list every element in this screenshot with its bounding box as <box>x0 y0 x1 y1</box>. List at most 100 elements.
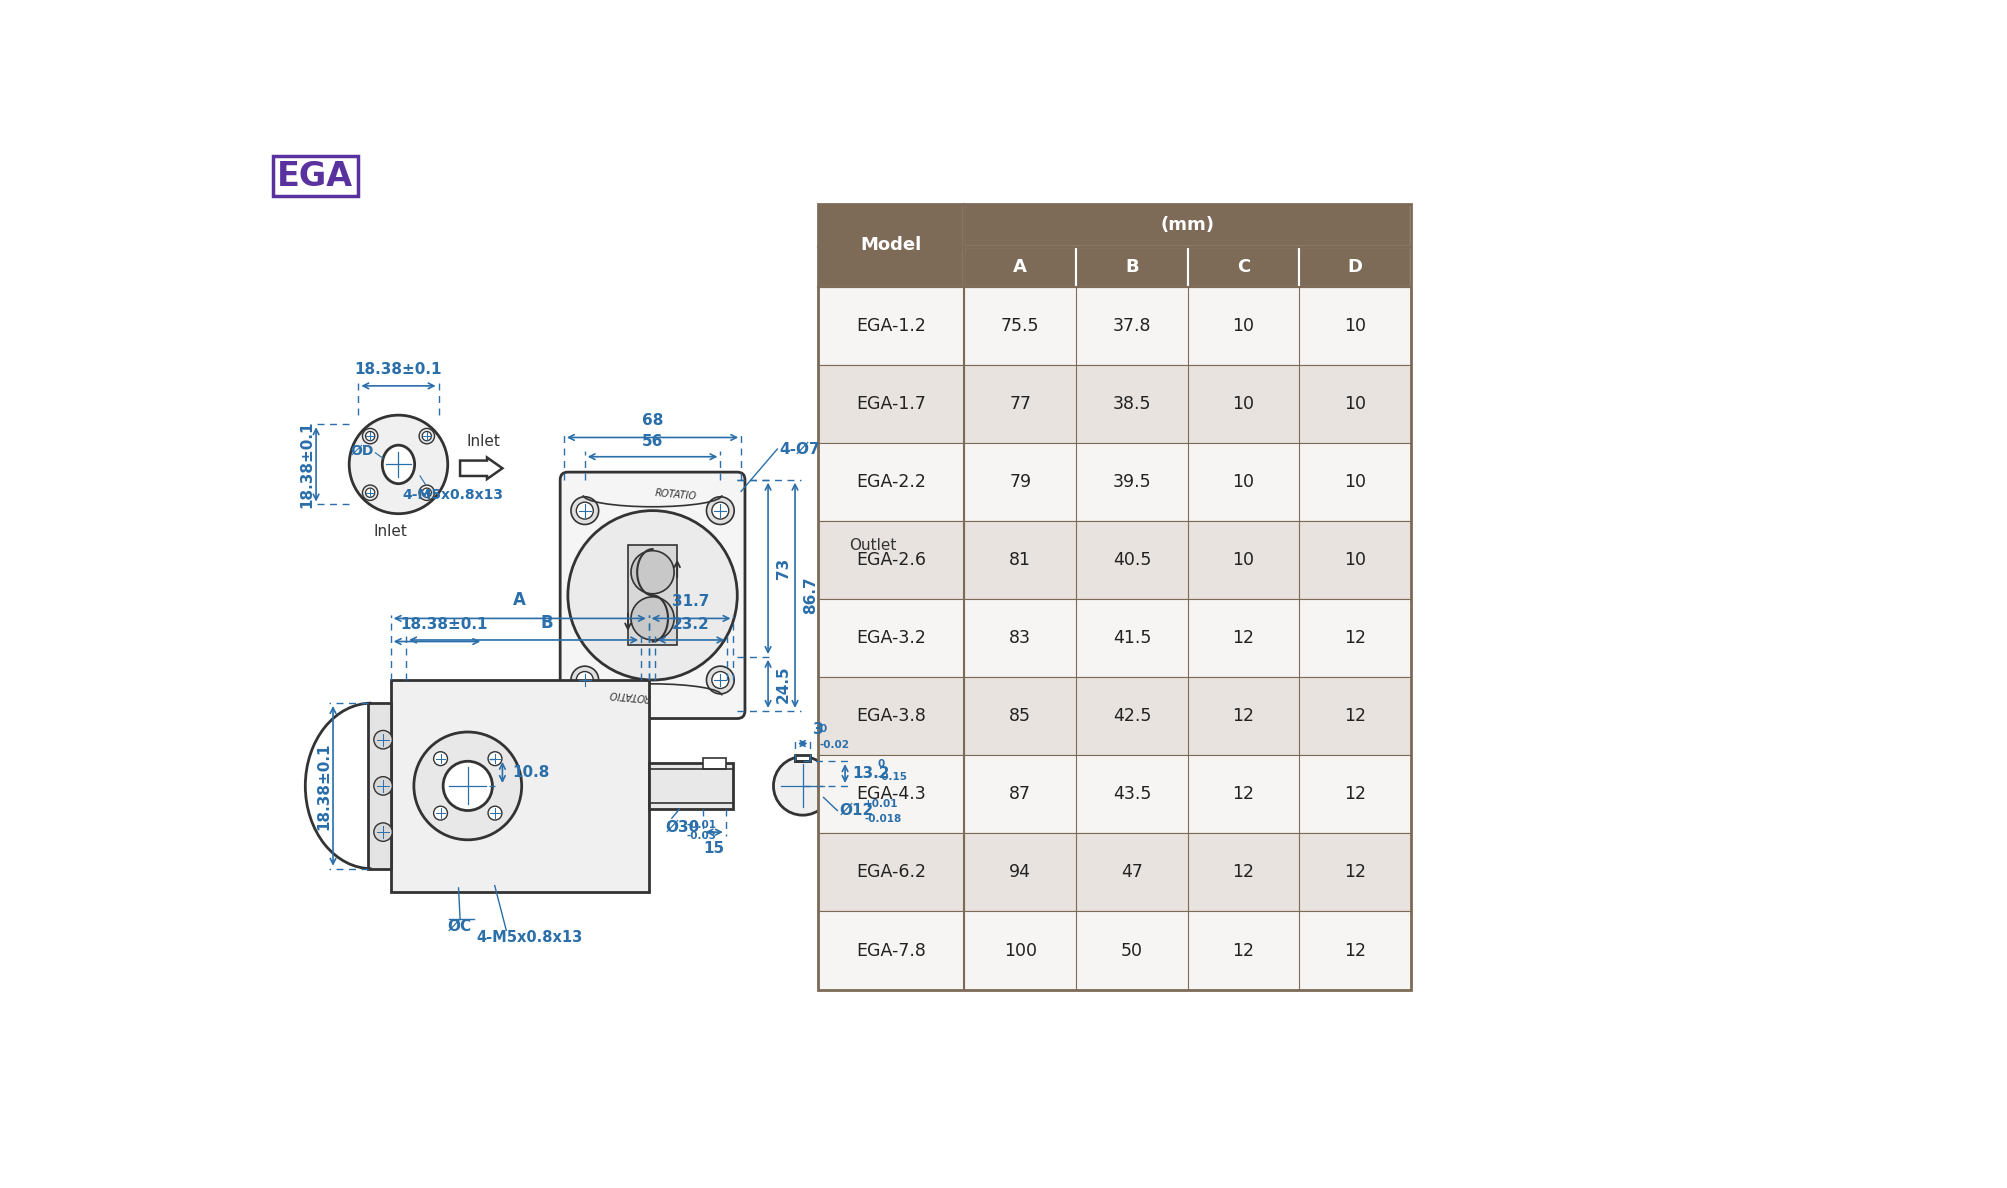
Circle shape <box>373 823 391 841</box>
Text: 18.38±0.1: 18.38±0.1 <box>355 361 442 377</box>
Text: 75.5: 75.5 <box>1001 317 1040 335</box>
Circle shape <box>421 431 432 441</box>
Text: 43.5: 43.5 <box>1112 785 1150 803</box>
Text: 77: 77 <box>1010 394 1032 412</box>
Circle shape <box>576 503 592 519</box>
Circle shape <box>630 596 674 640</box>
Bar <box>1299 247 1411 286</box>
Text: D: D <box>1347 258 1363 276</box>
Text: EGA-1.7: EGA-1.7 <box>855 394 925 412</box>
Circle shape <box>421 488 432 498</box>
Circle shape <box>373 777 391 795</box>
Circle shape <box>444 762 492 810</box>
Text: Inlet: Inlet <box>466 434 500 449</box>
FancyArrow shape <box>460 457 502 479</box>
Text: 4-Ø7: 4-Ø7 <box>779 442 819 456</box>
Bar <box>628 545 676 645</box>
Text: 12: 12 <box>1343 785 1365 803</box>
Text: EGA-7.8: EGA-7.8 <box>855 942 925 960</box>
Bar <box>1076 247 1186 286</box>
Text: 73: 73 <box>775 557 791 579</box>
Bar <box>391 680 648 892</box>
Circle shape <box>712 671 729 689</box>
Text: 12: 12 <box>1232 707 1254 725</box>
Text: 10: 10 <box>1232 394 1254 412</box>
Circle shape <box>419 485 434 500</box>
Ellipse shape <box>381 446 413 484</box>
Circle shape <box>576 671 592 689</box>
Bar <box>1186 247 1299 286</box>
Bar <box>963 247 1076 286</box>
Text: 94: 94 <box>1010 864 1032 881</box>
Text: 10: 10 <box>1232 551 1254 569</box>
Text: ØD: ØD <box>351 443 373 457</box>
FancyBboxPatch shape <box>560 472 745 719</box>
Text: 12: 12 <box>1343 864 1365 881</box>
Text: Inlet: Inlet <box>373 524 407 538</box>
Text: 12: 12 <box>1343 630 1365 647</box>
Text: 18.38±0.1: 18.38±0.1 <box>317 742 331 829</box>
Text: ROTATIO: ROTATIO <box>654 488 696 503</box>
Text: 18.38±0.1: 18.38±0.1 <box>299 421 315 508</box>
Circle shape <box>365 488 375 498</box>
Text: 12: 12 <box>1232 864 1254 881</box>
Circle shape <box>712 503 729 519</box>
Text: EGA-2.2: EGA-2.2 <box>855 473 925 491</box>
Text: 10: 10 <box>1343 317 1365 335</box>
Bar <box>817 365 1411 443</box>
Text: EGA-3.8: EGA-3.8 <box>855 707 925 725</box>
Circle shape <box>706 666 735 694</box>
Text: 12: 12 <box>1343 707 1365 725</box>
Bar <box>817 204 1411 990</box>
Text: 85: 85 <box>1010 707 1032 725</box>
Text: 4-M5x0.8x13: 4-M5x0.8x13 <box>476 930 582 946</box>
Text: Ø30: Ø30 <box>666 820 700 835</box>
Text: ØC: ØC <box>448 918 472 934</box>
Circle shape <box>365 431 375 441</box>
Text: ROTATIO: ROTATIO <box>608 689 650 702</box>
Bar <box>273 157 357 196</box>
Text: 50: 50 <box>1120 942 1142 960</box>
Text: 23.2: 23.2 <box>672 618 710 632</box>
Circle shape <box>773 757 831 815</box>
Text: 4-M5x0.8x13: 4-M5x0.8x13 <box>401 487 504 501</box>
Text: 3: 3 <box>813 722 823 738</box>
Text: A: A <box>514 592 526 609</box>
Text: 83: 83 <box>1010 630 1032 647</box>
Text: 81: 81 <box>1010 551 1032 569</box>
Text: -0.15: -0.15 <box>877 772 907 782</box>
Text: EGA-2.6: EGA-2.6 <box>855 551 925 569</box>
Text: 12: 12 <box>1343 942 1365 960</box>
Text: 10: 10 <box>1343 473 1365 491</box>
Text: 10.8: 10.8 <box>512 765 550 781</box>
Text: 100: 100 <box>1004 942 1036 960</box>
Text: 39.5: 39.5 <box>1112 473 1150 491</box>
Text: 79: 79 <box>1010 473 1032 491</box>
Text: 0: 0 <box>877 759 885 769</box>
Text: A: A <box>1014 258 1028 276</box>
Bar <box>963 204 1411 247</box>
Text: EGA-4.3: EGA-4.3 <box>855 785 925 803</box>
Text: 68: 68 <box>642 413 662 428</box>
Bar <box>817 833 1411 911</box>
Circle shape <box>363 485 377 500</box>
Text: 15: 15 <box>702 841 725 857</box>
Bar <box>817 204 963 286</box>
Bar <box>817 520 1411 599</box>
Text: 42.5: 42.5 <box>1112 707 1150 725</box>
Text: 87: 87 <box>1010 785 1032 803</box>
Circle shape <box>413 732 522 840</box>
Text: 13.2: 13.2 <box>853 766 889 781</box>
Bar <box>817 286 1411 365</box>
Text: EGA-3.2: EGA-3.2 <box>855 630 925 647</box>
Circle shape <box>570 666 598 694</box>
Bar <box>817 599 1411 677</box>
Circle shape <box>349 415 448 513</box>
Text: 40.5: 40.5 <box>1112 551 1150 569</box>
Text: 0: 0 <box>819 725 827 734</box>
Text: C: C <box>1236 258 1250 276</box>
Text: B: B <box>540 614 552 632</box>
Text: Model: Model <box>861 236 921 254</box>
Circle shape <box>434 807 448 820</box>
Bar <box>817 756 1411 833</box>
